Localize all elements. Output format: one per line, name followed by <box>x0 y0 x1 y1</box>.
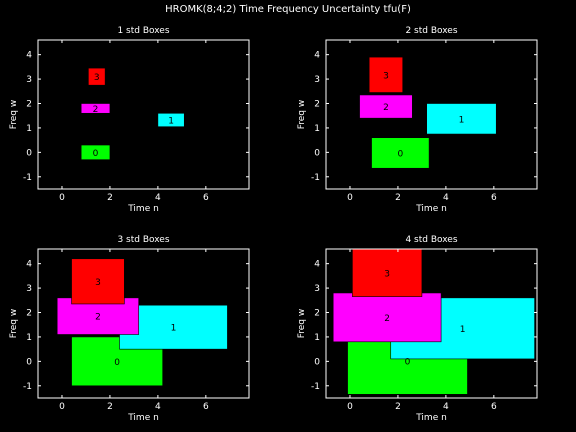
box-0 <box>371 137 430 169</box>
subplot-3: 0 1 2 3 0 2 4 6 -1 0 1 2 3 4 3 std Boxes Time n Freq w <box>9 235 250 423</box>
x-tick-label: 2 <box>395 193 401 203</box>
x-tick-label: 6 <box>203 402 209 412</box>
subplot-title: 1 std Boxes <box>117 26 169 36</box>
box-1 <box>157 112 185 128</box>
box-2 <box>359 94 413 119</box>
box-label-3: 3 <box>383 71 389 81</box>
y-tick-label: 2 <box>26 100 32 110</box>
x-axis-label: Time n <box>415 413 447 423</box>
box-label-0: 0 <box>405 357 411 367</box>
y-tick-label: 2 <box>314 100 320 110</box>
y-tick-label: 1 <box>26 333 32 343</box>
y-tick-label: 4 <box>26 260 32 270</box>
box-1 <box>426 103 497 135</box>
box-label-2: 2 <box>383 103 389 113</box>
box-3 <box>88 67 106 86</box>
box-0 <box>80 144 111 160</box>
subplot-title: 2 std Boxes <box>405 26 457 36</box>
x-tick-label: 0 <box>59 402 65 412</box>
x-tick-label: 4 <box>443 193 449 203</box>
y-tick-label: 0 <box>26 357 32 367</box>
x-tick-label: 4 <box>155 193 161 203</box>
y-tick-label: 4 <box>26 51 32 61</box>
box-label-1: 1 <box>460 325 466 335</box>
axes-frame <box>325 248 538 399</box>
y-tick-label: -1 <box>23 382 32 392</box>
y-tick-label: 0 <box>314 357 320 367</box>
box-label-0: 0 <box>93 149 99 159</box>
x-tick-label: 2 <box>395 402 401 412</box>
y-axis-label: Freq w <box>9 309 19 339</box>
subplot-2: 0 1 2 3 0 2 4 6 -1 0 1 2 3 4 2 std Boxes Time n Freq w <box>297 26 538 214</box>
x-tick-label: 0 <box>347 193 353 203</box>
box-2 <box>80 103 111 114</box>
box-label-1: 1 <box>168 116 174 126</box>
axes-frame <box>37 248 250 399</box>
y-tick-label: 1 <box>314 333 320 343</box>
y-tick-label: 2 <box>314 309 320 319</box>
figure-title: HROMK(8;4;2) Time Frequency Uncertainty … <box>165 4 411 15</box>
y-axis-label: Freq w <box>9 100 19 130</box>
x-tick-label: 2 <box>107 193 113 203</box>
y-tick-label: 3 <box>314 75 320 85</box>
box-label-2: 2 <box>384 314 390 324</box>
boxes-group: 0 1 2 3 <box>332 249 535 395</box>
y-tick-label: 3 <box>314 284 320 294</box>
subplot-title: 3 std Boxes <box>117 235 169 245</box>
x-tick-label: 6 <box>491 402 497 412</box>
x-axis-label: Time n <box>415 204 447 214</box>
subplot-1: 0 1 2 3 0 2 4 6 -1 0 1 2 3 4 1 std Boxes Time n Freq w <box>9 26 250 214</box>
y-tick-label: 1 <box>314 124 320 134</box>
y-tick-label: -1 <box>23 173 32 183</box>
x-tick-label: 6 <box>491 193 497 203</box>
y-tick-label: 3 <box>26 284 32 294</box>
x-tick-label: 2 <box>107 402 113 412</box>
subplot-4: 0 1 2 3 0 2 4 6 -1 0 1 2 3 4 4 std Boxes Time n Freq w <box>297 235 538 423</box>
box-label-2: 2 <box>95 313 101 323</box>
boxes-group: 0 1 2 3 <box>56 258 228 387</box>
box-label-3: 3 <box>94 73 100 83</box>
y-tick-label: 4 <box>314 260 320 270</box>
y-tick-label: 2 <box>26 309 32 319</box>
y-tick-label: -1 <box>311 382 320 392</box>
axes-frame <box>325 39 538 190</box>
boxes-group: 0 1 2 3 <box>80 67 185 160</box>
box-label-1: 1 <box>171 324 177 334</box>
box-label-3: 3 <box>384 269 390 279</box>
x-axis-label: Time n <box>127 413 159 423</box>
y-axis-label: Freq w <box>297 100 307 130</box>
box-3 <box>352 249 423 297</box>
y-tick-label: 0 <box>314 148 320 158</box>
x-tick-label: 4 <box>155 402 161 412</box>
x-axis-label: Time n <box>127 204 159 214</box>
y-tick-label: 4 <box>314 51 320 61</box>
y-axis-label: Freq w <box>297 309 307 339</box>
axes-frame <box>37 39 250 190</box>
y-tick-label: 1 <box>26 124 32 134</box>
box-label-0: 0 <box>114 358 120 368</box>
box-label-0: 0 <box>397 149 403 159</box>
x-tick-label: 0 <box>59 193 65 203</box>
subplot-title: 4 std Boxes <box>405 235 457 245</box>
y-tick-label: 0 <box>26 148 32 158</box>
y-tick-label: 3 <box>26 75 32 85</box>
x-tick-label: 0 <box>347 402 353 412</box>
x-tick-label: 6 <box>203 193 209 203</box>
x-tick-label: 4 <box>443 402 449 412</box>
boxes-group: 0 1 2 3 <box>359 56 497 169</box>
box-label-1: 1 <box>459 115 465 125</box>
y-tick-label: -1 <box>311 173 320 183</box>
box-3 <box>368 56 404 93</box>
box-label-3: 3 <box>95 278 101 288</box>
box-3 <box>71 258 125 305</box>
box-label-2: 2 <box>93 105 99 115</box>
